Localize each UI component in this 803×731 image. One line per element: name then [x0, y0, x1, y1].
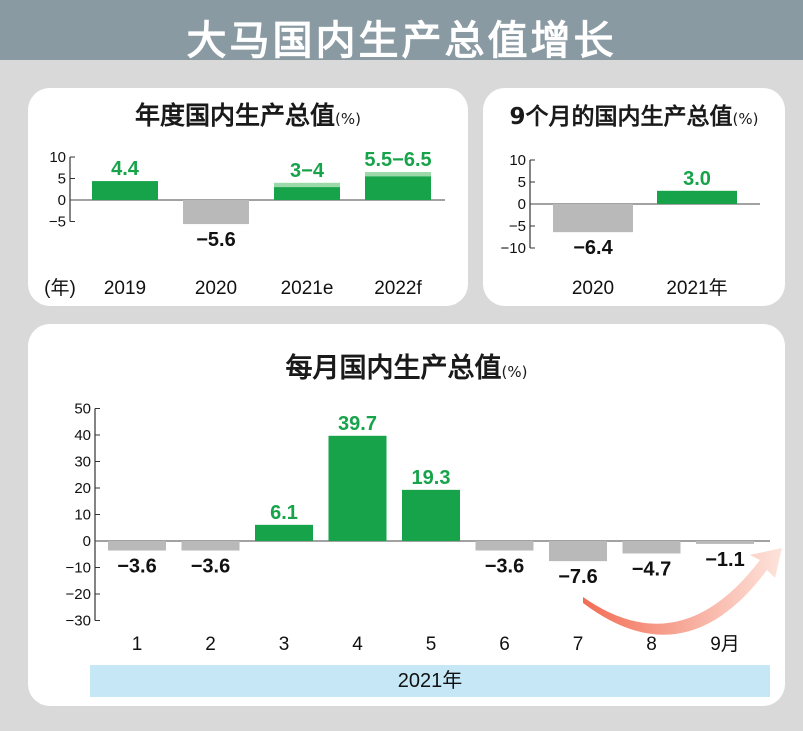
nine-month-unit: (%)	[732, 110, 759, 128]
y-tick-label: −10	[501, 240, 526, 257]
banner-title: 大马国内生产总值增长	[186, 18, 617, 64]
y-tick-label: 0	[83, 533, 91, 550]
bar	[328, 435, 387, 541]
data-label: −1.1	[705, 549, 744, 571]
x-tick-label: 2021年	[666, 277, 727, 299]
y-tick-label: 40	[74, 427, 91, 444]
bar	[183, 200, 249, 225]
x-tick-label: 2022f	[374, 278, 422, 299]
data-label: 3−4	[290, 160, 325, 182]
y-tick-label: 10	[509, 152, 526, 169]
nine-month-chart-title: 9个月的国内生产总值(%)	[509, 104, 759, 130]
y-tick-label: 5	[58, 171, 66, 188]
recovery-arrow	[583, 548, 782, 635]
forecast-range-band	[365, 172, 431, 177]
data-label: −5.6	[196, 229, 235, 251]
x-tick-label: 9月	[710, 634, 740, 655]
x-tick-label: 8	[646, 634, 657, 655]
y-tick-label: 50	[74, 401, 91, 418]
title-banner: 大马国内生产总值增长	[0, 0, 803, 64]
bar	[108, 541, 166, 551]
x-tick-label: 2019	[104, 278, 146, 299]
y-tick-label: −30	[66, 613, 91, 630]
data-label: −3.6	[485, 556, 524, 578]
bar	[622, 541, 681, 554]
annual-unit: (%)	[335, 110, 361, 128]
y-tick-label: 0	[58, 192, 66, 209]
monthly-unit: (%)	[501, 363, 528, 381]
y-tick-label: 10	[49, 149, 66, 166]
bar	[255, 524, 313, 541]
x-tick-label: 5	[426, 634, 437, 655]
x-tick-label: 6	[499, 634, 510, 655]
x-tick-label: 4	[352, 634, 363, 655]
bar	[365, 176, 431, 200]
x-tick-label: 2020	[572, 278, 614, 299]
year-axis-band: 2021年	[90, 665, 770, 697]
data-label: 3.0	[683, 168, 711, 190]
bar	[402, 489, 460, 541]
x-tick-label: 2	[205, 634, 216, 655]
y-tick-label: 30	[74, 454, 91, 471]
data-label: −3.6	[117, 556, 156, 578]
data-label: 4.4	[111, 158, 140, 180]
annual-chart: 10 5 0 −5 4.4 2019 −5.6 2020 3−4 2021e 5.5−6.5 2022…	[44, 149, 445, 299]
bar	[475, 541, 534, 551]
nine-month-chart: 10 5 0 −5 −10 −6.4 2020 3.0 2021年	[501, 152, 760, 299]
y-tick-label: 0	[518, 196, 526, 213]
bar	[181, 541, 240, 551]
y-tick-label: 10	[74, 507, 91, 524]
data-label: 5.5−6.5	[364, 149, 431, 171]
bar	[92, 181, 158, 200]
bar	[553, 204, 633, 233]
forecast-range-band	[274, 182, 340, 188]
year-axis-marker: (年)	[44, 277, 76, 299]
x-tick-label: 2021e	[281, 278, 334, 299]
monthly-chart: 50 40 30 20 10 0 −10 −20 −30 −3.6 1 −3.6 2 6.1 3 39.7 4 1…	[66, 401, 770, 655]
data-label: 19.3	[412, 467, 451, 489]
bar	[657, 190, 737, 204]
y-tick-label: −5	[509, 218, 526, 235]
bar	[549, 541, 607, 562]
bar	[274, 187, 340, 200]
data-label: −3.6	[191, 556, 230, 578]
data-label: 6.1	[270, 502, 298, 524]
annual-chart-title: 年度国内生产总值(%)	[135, 101, 361, 130]
bar	[696, 541, 754, 544]
y-tick-label: −10	[66, 560, 91, 577]
y-tick-label: 5	[518, 174, 526, 191]
data-label: 39.7	[338, 413, 377, 435]
x-tick-label: 3	[279, 634, 290, 655]
data-label: −4.7	[632, 558, 671, 580]
data-label: −6.4	[573, 237, 613, 259]
y-tick-label: −5	[49, 214, 66, 231]
x-tick-label: 7	[573, 634, 584, 655]
data-label: −7.6	[558, 566, 597, 588]
y-tick-label: −20	[66, 586, 91, 603]
x-tick-label: 2020	[195, 278, 237, 299]
x-tick-label: 1	[132, 634, 143, 655]
monthly-chart-title: 每月国内生产总值(%)	[285, 353, 528, 384]
y-tick-label: 20	[74, 480, 91, 497]
